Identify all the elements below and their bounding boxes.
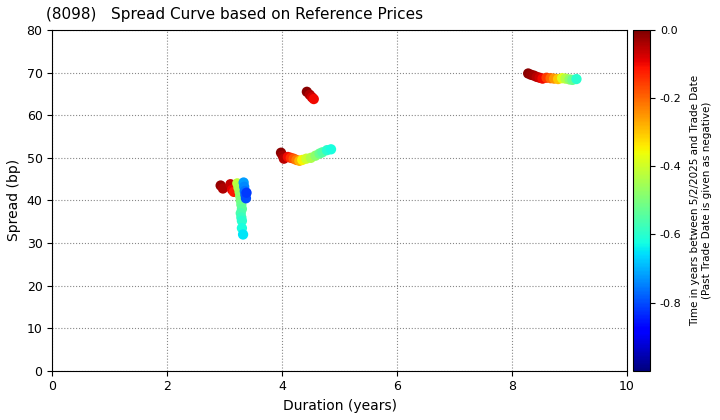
Point (238, 231, 249, 238)
Point (240, 189, 252, 196)
Point (571, 76, 582, 82)
Point (300, 155, 312, 162)
Point (240, 192, 251, 198)
Point (552, 76, 564, 82)
Point (228, 189, 240, 195)
Point (314, 150, 325, 157)
Point (235, 210, 246, 217)
Point (564, 76, 575, 83)
Point (215, 182, 226, 189)
Point (549, 75, 560, 82)
Point (235, 201, 247, 208)
Point (226, 186, 238, 193)
Point (277, 152, 289, 159)
Point (541, 74, 552, 81)
Point (282, 154, 294, 160)
Point (232, 180, 243, 187)
Point (537, 75, 549, 82)
Point (236, 205, 248, 212)
Point (308, 96, 320, 102)
Point (234, 189, 246, 195)
Point (523, 70, 534, 77)
Point (317, 149, 328, 156)
Point (285, 155, 297, 161)
Point (325, 146, 337, 152)
Point (301, 89, 312, 95)
Point (239, 188, 251, 194)
Point (534, 74, 546, 81)
Point (240, 195, 252, 202)
Text: (8098)   Spread Curve based on Reference Prices: (8098) Spread Curve based on Reference P… (47, 7, 423, 22)
Point (545, 75, 557, 81)
X-axis label: Duration (years): Duration (years) (283, 399, 397, 413)
Point (559, 75, 571, 82)
Point (528, 72, 540, 79)
Point (233, 184, 244, 191)
Point (310, 152, 321, 159)
Point (235, 214, 247, 221)
Y-axis label: Time in years between 5/2/2025 and Trade Date
(Past Trade Date is given as negat: Time in years between 5/2/2025 and Trade… (690, 75, 711, 326)
Point (567, 76, 578, 83)
Point (304, 92, 315, 98)
Point (557, 75, 568, 81)
Point (236, 225, 248, 231)
Point (236, 218, 248, 224)
Point (278, 155, 289, 162)
Point (238, 179, 249, 186)
Point (291, 157, 302, 163)
Point (238, 184, 250, 190)
Point (526, 71, 537, 78)
Point (294, 158, 305, 164)
Y-axis label: Spread (bp): Spread (bp) (7, 159, 21, 242)
Point (305, 155, 317, 161)
Point (306, 94, 318, 101)
Point (531, 74, 543, 80)
Point (235, 197, 246, 204)
Point (235, 193, 246, 199)
Point (297, 157, 308, 163)
Point (217, 185, 229, 192)
Point (225, 181, 236, 188)
Point (321, 147, 333, 154)
Point (275, 150, 287, 156)
Point (288, 155, 300, 162)
